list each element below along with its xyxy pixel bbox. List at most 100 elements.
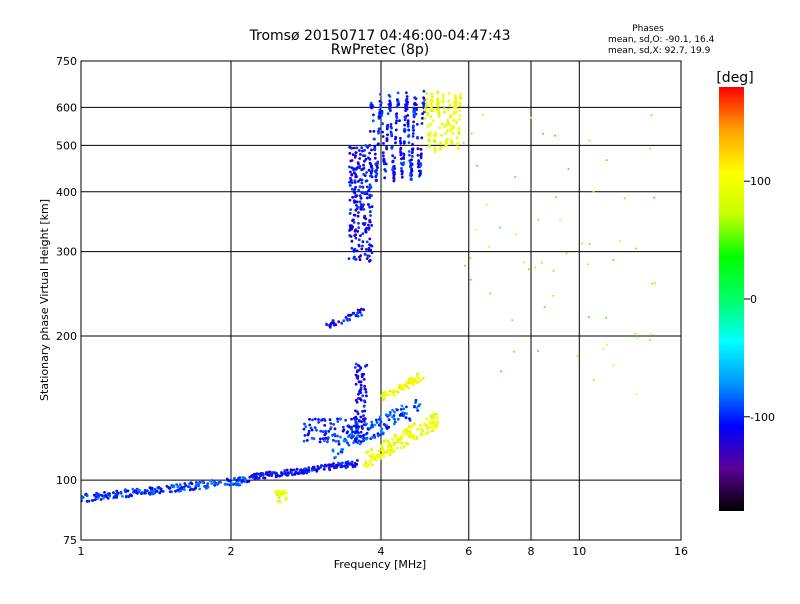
data-point [396, 446, 399, 450]
data-point [340, 321, 344, 325]
data-point [328, 468, 332, 472]
data-point [358, 258, 362, 261]
data-point [342, 319, 346, 322]
data-point [284, 491, 288, 494]
x-tick-label: 1 [78, 545, 85, 558]
data-point [457, 130, 461, 134]
data-point [362, 203, 365, 207]
data-point [337, 440, 340, 443]
data-point [348, 462, 352, 466]
data-point [448, 103, 452, 106]
data-point [364, 460, 368, 464]
data-point [347, 257, 351, 260]
data-point [352, 213, 356, 217]
data-point [446, 129, 450, 133]
data-point [352, 167, 356, 171]
data-point [391, 160, 395, 164]
data-point [376, 143, 380, 147]
data-point [358, 389, 362, 393]
colorbar-gradient [719, 87, 744, 511]
data-point [216, 482, 219, 486]
data-points [81, 89, 656, 504]
data-point [350, 425, 354, 429]
data-point [382, 455, 386, 458]
data-point [124, 495, 128, 499]
data-point [355, 437, 358, 441]
data-point [357, 162, 360, 166]
data-point [381, 446, 385, 450]
data-point [393, 433, 397, 436]
data-point [165, 484, 169, 488]
data-point [412, 434, 416, 438]
data-point [370, 169, 374, 173]
axis-ticks: 1 2 4 6 8 10 16 75 100 200 300 400 500 600 750 [56, 55, 688, 558]
data-point [401, 387, 405, 391]
data-point [451, 132, 455, 136]
data-point [354, 175, 358, 179]
data-point [303, 434, 307, 437]
data-point [429, 115, 433, 119]
data-point [365, 226, 368, 230]
data-point [416, 147, 420, 151]
data-point [96, 496, 100, 500]
data-point [428, 145, 431, 149]
data-point [469, 278, 472, 281]
data-point [425, 97, 428, 100]
data-point [354, 185, 357, 189]
data-point [458, 118, 461, 121]
data-point [257, 472, 261, 476]
data-point [359, 415, 363, 419]
data-point [415, 122, 419, 126]
data-point [363, 384, 366, 388]
data-point [635, 247, 637, 250]
data-point [370, 224, 374, 227]
data-point [354, 373, 358, 377]
data-point [415, 437, 419, 441]
data-point [368, 174, 372, 178]
data-point [179, 489, 183, 493]
data-point [649, 147, 652, 150]
data-point [612, 364, 615, 367]
data-point [392, 443, 396, 447]
data-point [439, 146, 442, 150]
data-point [268, 470, 272, 474]
data-point [85, 494, 89, 497]
data-point [389, 122, 393, 126]
data-point [426, 124, 430, 128]
data-point [350, 173, 354, 177]
data-point [360, 181, 364, 185]
data-point [286, 471, 290, 474]
data-point [291, 472, 294, 476]
data-point [397, 100, 400, 104]
data-point [369, 214, 372, 217]
data-point [449, 124, 452, 127]
data-point [400, 157, 403, 161]
data-point [399, 153, 403, 157]
data-point [348, 180, 351, 184]
data-point [409, 426, 412, 430]
data-point [363, 253, 367, 256]
data-point [394, 137, 397, 141]
data-point [238, 476, 242, 479]
data-point [353, 181, 357, 184]
data-point [350, 159, 354, 162]
data-point [393, 393, 396, 397]
data-point [362, 405, 366, 408]
data-point [623, 197, 626, 200]
data-point [368, 210, 372, 214]
data-point [385, 427, 389, 430]
data-point [409, 165, 413, 169]
data-point [413, 108, 416, 111]
data-point [359, 366, 363, 369]
data-point [360, 146, 364, 150]
data-point [289, 468, 293, 472]
data-point [357, 188, 361, 192]
data-point [470, 132, 473, 135]
data-point [387, 414, 391, 417]
data-point [389, 132, 393, 136]
data-point [612, 259, 615, 262]
data-point [364, 217, 368, 221]
data-point [411, 424, 414, 428]
data-point [401, 430, 405, 434]
data-point [469, 257, 472, 260]
